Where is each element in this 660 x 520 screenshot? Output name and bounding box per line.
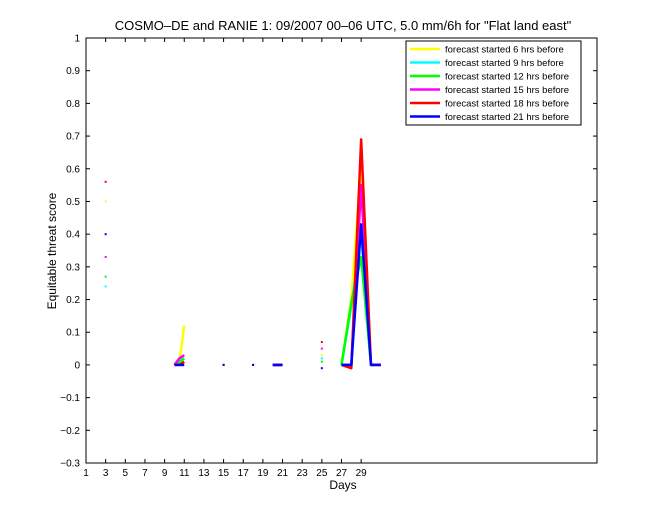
- x-tick-label: 27: [336, 468, 348, 479]
- data-point: [320, 360, 323, 363]
- x-tick-label: 17: [238, 468, 250, 479]
- data-point: [104, 233, 107, 236]
- y-tick-label: 0: [74, 360, 80, 371]
- x-tick-label: 7: [142, 468, 148, 479]
- legend-entry: forecast started 9 hrs before: [445, 58, 564, 69]
- data-point: [320, 354, 323, 357]
- legend: forecast started 6 hrs before forecast st…: [405, 40, 582, 126]
- chart-title: COSMO–DE and RANIE 1: 09/2007 00–06 UTC,…: [115, 18, 572, 33]
- y-tick-label: −0.1: [60, 393, 80, 404]
- series-line: [173, 354, 185, 366]
- series-6: [104, 223, 381, 370]
- y-tick-label: 0.4: [66, 230, 80, 241]
- data-point: [104, 256, 107, 259]
- x-tick-label: 9: [162, 468, 168, 479]
- y-tick-label: 0.3: [66, 262, 80, 273]
- series-line: [340, 232, 381, 367]
- series-5: [104, 138, 381, 370]
- data-point: [104, 180, 107, 183]
- y-tick-label: 0.7: [66, 132, 80, 143]
- series-line: [341, 223, 381, 367]
- data-point: [104, 200, 107, 203]
- y-axis-label: Equitable threat score: [45, 192, 59, 309]
- x-tick-label: 25: [316, 468, 328, 479]
- x-tick-label: 11: [179, 468, 190, 479]
- x-axis-label: Days: [329, 478, 356, 492]
- y-tick-label: 0.8: [66, 99, 80, 110]
- series-line: [341, 183, 381, 367]
- y-tick-label: 0.6: [66, 164, 80, 175]
- legend-entry: forecast started 12 hrs before: [445, 72, 569, 83]
- x-tick-label: 13: [198, 468, 210, 479]
- legend-entry: forecast started 18 hrs before: [445, 99, 569, 110]
- data-point: [320, 341, 323, 344]
- y-tick-label: 0.5: [66, 197, 80, 208]
- series-4: [104, 183, 381, 367]
- data-point: [320, 357, 323, 360]
- legend-box: [405, 40, 582, 126]
- x-tick-label: 5: [123, 468, 129, 479]
- legend-entry: forecast started 21 hrs before: [445, 112, 569, 123]
- legend-entry: forecast started 15 hrs before: [445, 85, 569, 96]
- x-tick-label: 1: [83, 468, 89, 479]
- x-tick-label: 21: [277, 468, 289, 479]
- series-1: [104, 160, 381, 367]
- y-tick-label: −0.3: [60, 459, 80, 470]
- series-2: [104, 232, 381, 367]
- data-point: [104, 275, 107, 278]
- data-point: [252, 363, 255, 366]
- data-point: [320, 347, 323, 350]
- data-point: [104, 285, 107, 288]
- y-tick-label: 0.2: [66, 295, 80, 306]
- y-tick-label: 1: [74, 34, 80, 45]
- x-tick-label: 3: [103, 468, 109, 479]
- y-tick-label: −0.2: [60, 426, 80, 437]
- legend-entry: forecast started 6 hrs before: [445, 45, 564, 56]
- data-point: [320, 367, 323, 370]
- x-tick-label: 23: [297, 468, 309, 479]
- y-tick-label: 0.9: [66, 66, 80, 77]
- x-tick-label: 15: [218, 468, 230, 479]
- series-line: [340, 255, 381, 367]
- x-tick-label: 19: [257, 468, 269, 479]
- data-point: [222, 363, 225, 366]
- x-tick-label: 29: [356, 468, 368, 479]
- y-tick-label: 0.1: [66, 328, 80, 339]
- series-3: [104, 255, 381, 367]
